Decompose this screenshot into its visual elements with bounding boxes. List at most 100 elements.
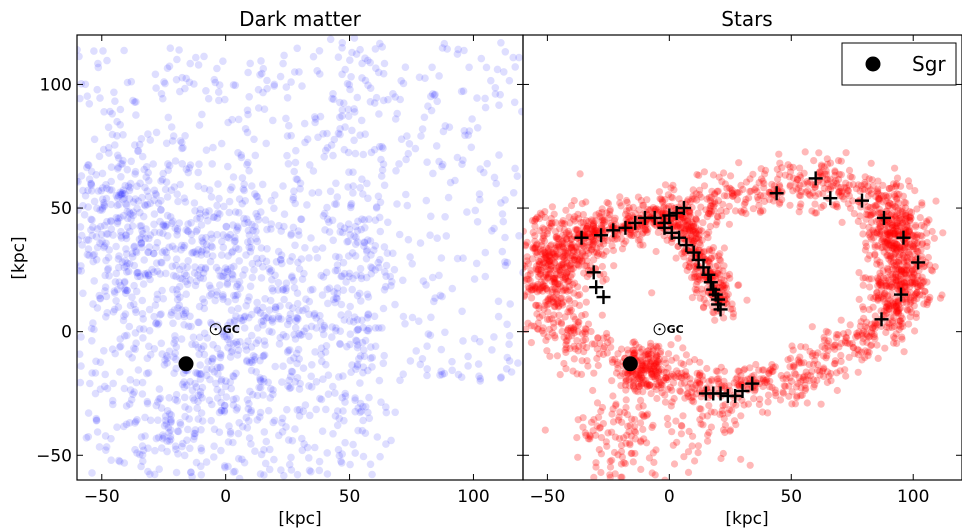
dm-particle — [228, 248, 236, 257]
star-particle — [539, 234, 547, 242]
dm-particle — [125, 419, 134, 427]
star-particle — [610, 216, 619, 224]
dm-particle — [153, 267, 162, 276]
dm-particle — [224, 298, 232, 306]
dm-particle — [122, 200, 130, 208]
star-particle — [860, 327, 868, 335]
dm-particle — [132, 378, 141, 387]
star-particle — [679, 214, 687, 222]
star-particle — [639, 362, 647, 370]
star-particle — [697, 203, 705, 211]
dm-particle — [347, 73, 355, 81]
dm-particle — [412, 347, 421, 355]
star-particle — [735, 188, 743, 196]
dm-particle — [112, 191, 121, 200]
star-particle — [607, 336, 615, 344]
dm-particle — [119, 131, 127, 139]
star-particle — [584, 222, 592, 231]
star-particle — [694, 209, 702, 217]
dm-particle — [229, 81, 238, 89]
star-particle — [574, 318, 582, 326]
dm-particle — [137, 135, 146, 143]
star-particle — [777, 371, 785, 380]
star-particle — [550, 210, 558, 218]
dm-particle — [253, 237, 262, 246]
star-particle — [921, 288, 929, 296]
dm-particle — [154, 320, 162, 329]
dm-particle — [225, 208, 234, 217]
plus-marker — [647, 210, 662, 225]
dm-particle — [242, 302, 250, 310]
star-particle — [893, 174, 902, 182]
dm-particle — [114, 214, 122, 223]
star-particle — [630, 427, 639, 435]
star-particle — [623, 198, 631, 206]
star-particle — [822, 327, 830, 335]
dm-particle — [165, 428, 173, 437]
dm-particle — [373, 433, 382, 441]
plus-marker — [823, 191, 838, 206]
dm-particle — [125, 322, 134, 331]
star-particle — [563, 263, 571, 271]
star-particle — [693, 286, 701, 294]
star-particle — [547, 262, 555, 270]
dm-particle — [382, 272, 390, 281]
star-particle — [871, 312, 879, 320]
dm-particle — [158, 259, 166, 267]
dm-particle — [379, 144, 387, 152]
dm-particle — [308, 383, 316, 391]
star-particle — [559, 217, 567, 225]
star-particle — [751, 186, 759, 194]
star-particle — [831, 359, 839, 368]
star-particle — [910, 269, 918, 277]
dm-particle — [227, 306, 236, 315]
star-particle — [702, 206, 710, 214]
dm-particle — [349, 318, 358, 326]
star-particle — [893, 241, 902, 249]
dm-particle — [230, 318, 238, 327]
dm-particle — [156, 394, 165, 403]
dm-particle — [195, 370, 204, 378]
star-particle — [905, 250, 913, 258]
star-particle — [790, 363, 798, 371]
star-particle — [898, 320, 906, 328]
star-particle — [825, 372, 833, 380]
star-particle — [899, 192, 908, 200]
star-particle — [873, 341, 881, 349]
dm-particle — [313, 253, 322, 262]
star-particle — [687, 394, 695, 402]
star-particle — [874, 187, 882, 195]
dm-particle — [243, 160, 251, 169]
dm-particle — [126, 301, 135, 310]
dm-particle — [279, 362, 287, 371]
dm-particle — [107, 225, 116, 233]
dm-particle — [207, 290, 216, 298]
star-particle — [804, 187, 812, 195]
dm-particle — [382, 408, 391, 417]
dm-particle — [399, 79, 408, 88]
star-particle — [562, 229, 571, 237]
dm-particle — [335, 414, 344, 423]
star-particle — [823, 339, 831, 347]
star-particle — [546, 352, 554, 360]
star-particle — [914, 276, 922, 285]
star-particle — [900, 266, 908, 274]
star-particle — [901, 282, 909, 290]
star-particle — [891, 262, 899, 270]
dm-particle — [348, 48, 356, 57]
dm-particle — [353, 291, 362, 300]
star-particle — [888, 323, 896, 332]
star-particle — [641, 225, 649, 233]
star-particle — [547, 222, 555, 230]
star-particle — [885, 185, 894, 193]
star-particle — [873, 188, 881, 196]
dm-particle — [81, 191, 90, 200]
dm-particle — [208, 160, 216, 168]
star-particle — [894, 301, 903, 309]
star-particle — [536, 227, 544, 235]
dm-particle — [359, 452, 368, 461]
star-particle — [877, 230, 885, 238]
star-particle — [875, 205, 884, 213]
dm-particle — [253, 212, 262, 221]
dm-particle — [176, 421, 185, 429]
